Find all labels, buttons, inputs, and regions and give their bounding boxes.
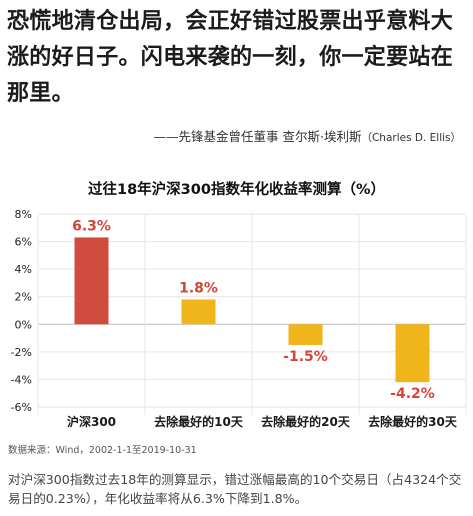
y-tick-label: -4%: [11, 373, 32, 386]
bar: [288, 324, 323, 345]
y-tick-label: 2%: [15, 291, 32, 304]
quote-attribution: ——先锋基金曾任董事 查尔斯·埃利斯（Charles D. Ellis）: [154, 126, 462, 145]
bar-value-label: -4.2%: [390, 386, 435, 402]
bar: [181, 299, 216, 325]
quote-text: 恐慌地清仓出局，会正好错过股票出乎意料大涨的好日子。闪电来袭的一刻，你一定要站在…: [7, 9, 454, 106]
bars: [74, 237, 430, 383]
y-axis: -6% -4% -2% 0% 2% 4% 6% 8%: [11, 208, 32, 414]
data-source: 数据来源：Wind，2002-1-1至2019-10-31: [8, 445, 197, 456]
x-tick-label: 去除最好的20天: [261, 414, 351, 429]
y-tick-label: -2%: [11, 346, 32, 359]
bar: [74, 237, 109, 325]
bar-value-label: -1.5%: [283, 349, 328, 365]
y-tick-label: -6%: [11, 401, 32, 414]
data-labels: 6.3% 1.8% -1.5% -4.2%: [72, 218, 435, 402]
y-tick-label: 6%: [15, 236, 32, 249]
grid-layer: [37, 213, 467, 415]
y-tick-label: 4%: [15, 263, 32, 276]
x-axis: 沪深300 去除最好的10天 去除最好的20天 去除最好的30天: [67, 414, 458, 429]
y-tick-label: 0%: [15, 318, 32, 331]
attribution-english-name: （Charles D. Ellis）: [361, 132, 461, 144]
bar: [395, 324, 430, 383]
x-tick-label: 沪深300: [67, 414, 116, 429]
attribution-name: ——先锋基金曾任董事 查尔斯·埃利斯: [153, 129, 362, 144]
x-tick-label: 去除最好的30天: [368, 414, 458, 429]
bar-value-label: 1.8%: [179, 280, 218, 296]
chart-title: 过往18年沪深300指数年化收益率测算（%）: [88, 182, 385, 198]
bar-value-label: 6.3%: [72, 218, 111, 234]
x-tick-label: 去除最好的10天: [154, 414, 244, 429]
chart-note: 对沪深300指数过去18年的测算显示，错过涨幅最高的10个交易日（占4324个交…: [8, 472, 462, 506]
y-tick-label: 8%: [15, 208, 32, 221]
